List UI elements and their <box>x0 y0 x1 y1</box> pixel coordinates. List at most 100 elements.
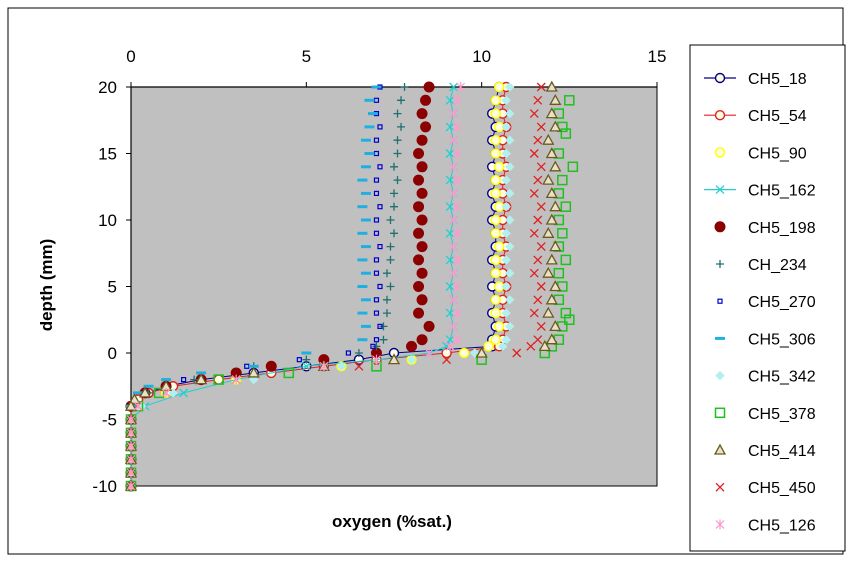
data-point <box>357 178 368 182</box>
data-point <box>133 391 144 395</box>
y-tick-label: -10 <box>92 477 117 496</box>
data-point <box>445 95 455 105</box>
data-point <box>181 377 187 383</box>
data-point <box>377 283 383 290</box>
series-layer <box>124 80 579 492</box>
data-point <box>533 215 543 225</box>
data-point <box>126 467 136 478</box>
data-point <box>545 333 558 345</box>
data-point <box>536 282 546 291</box>
data-point <box>501 95 511 106</box>
data-point <box>126 414 136 425</box>
data-point <box>452 228 462 239</box>
legend-item: CH5_198 <box>714 220 816 237</box>
data-point <box>416 241 428 253</box>
data-point <box>124 399 138 411</box>
legend-marker <box>715 519 725 530</box>
legend-marker <box>714 221 726 233</box>
data-point <box>449 108 459 119</box>
x-tick-label: 0 <box>126 47 135 66</box>
data-point <box>445 282 455 291</box>
data-point <box>379 322 388 331</box>
data-point <box>354 349 363 357</box>
data-point <box>373 230 380 236</box>
data-point <box>393 109 402 118</box>
data-point <box>545 147 558 159</box>
data-point <box>195 373 208 385</box>
legend-label: CH5_90 <box>748 145 807 162</box>
data-point <box>319 361 329 372</box>
data-point <box>501 122 511 132</box>
data-point <box>512 348 522 358</box>
x-axis-title: oxygen (%sat.) <box>332 512 452 531</box>
data-point <box>360 298 371 302</box>
data-point <box>445 149 455 158</box>
data-point <box>377 244 383 250</box>
data-point <box>373 97 380 103</box>
data-point <box>475 346 488 358</box>
data-point <box>452 95 462 106</box>
data-point <box>377 323 383 329</box>
data-point <box>505 268 515 278</box>
data-point <box>283 367 295 379</box>
data-point <box>490 334 501 345</box>
axes: 0 5 10 15 20 15 10 5 0 -5 -10 <box>92 47 666 496</box>
data-point <box>545 253 558 265</box>
data-point <box>360 191 371 195</box>
data-point <box>387 353 401 365</box>
legend-item: CH5_162 <box>704 183 816 200</box>
data-point <box>529 109 539 119</box>
data-point <box>179 388 189 398</box>
data-point <box>373 137 380 143</box>
data-point <box>382 269 391 278</box>
data-point <box>445 228 455 238</box>
data-point <box>143 384 154 388</box>
data-point <box>549 280 562 292</box>
data-point <box>364 125 375 129</box>
data-point <box>357 338 368 342</box>
data-point <box>536 162 546 172</box>
data-point <box>490 268 501 279</box>
data-point <box>549 240 562 252</box>
data-point <box>505 215 515 225</box>
data-point <box>449 135 459 146</box>
data-point <box>397 122 406 131</box>
data-point <box>357 205 368 209</box>
data-point <box>458 347 470 359</box>
legend-label: CH5_54 <box>748 108 807 125</box>
data-point <box>505 321 515 332</box>
data-point <box>357 285 368 288</box>
y-tick-label: -5 <box>102 411 117 430</box>
data-point <box>564 95 575 106</box>
data-point <box>545 107 558 119</box>
data-point <box>357 311 368 315</box>
data-point <box>536 202 546 212</box>
y-tick-label: 5 <box>108 278 117 297</box>
data-point <box>542 266 555 278</box>
data-point <box>564 314 575 325</box>
data-point <box>505 188 515 199</box>
data-point <box>545 293 558 305</box>
data-point <box>373 310 380 316</box>
data-point <box>371 85 382 89</box>
data-point <box>386 242 395 251</box>
legend-label: CH5_162 <box>748 183 816 200</box>
data-point <box>301 351 312 355</box>
y-tick-label: 20 <box>98 78 117 97</box>
data-point <box>413 254 425 266</box>
data-point <box>536 242 546 252</box>
data-point <box>545 213 558 225</box>
legend-item: CH5_126 <box>715 517 816 534</box>
data-point <box>449 82 459 92</box>
data-point <box>445 255 455 265</box>
data-point <box>420 94 432 106</box>
data-point <box>413 227 425 239</box>
data-point <box>373 150 380 157</box>
data-point <box>373 337 380 343</box>
data-point <box>442 355 452 365</box>
data-point <box>360 138 371 142</box>
data-point <box>377 124 383 130</box>
data-point <box>413 307 425 319</box>
data-point <box>406 354 417 365</box>
